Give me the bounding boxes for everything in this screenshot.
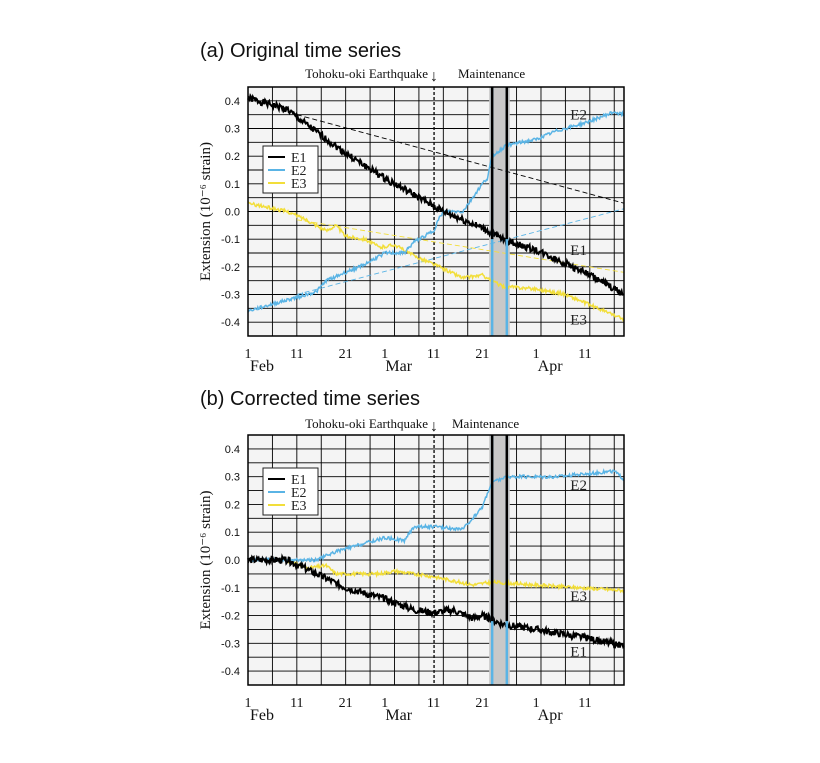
series-label-e2: E2 (570, 108, 587, 124)
y-tick-label: 0.2 (225, 151, 240, 163)
x-tick-label: 21 (339, 347, 353, 362)
y-tick-label: 0.1 (225, 179, 240, 191)
chart-panel-a: E3E2E10.40.30.20.10.0-0.1-0.2-0.3-0.41Fe… (198, 40, 625, 375)
x-month-label: Mar (385, 358, 412, 375)
series-label-e3: E3 (570, 312, 587, 328)
x-month-label: Feb (250, 358, 274, 375)
x-tick-label: 1 (381, 696, 388, 711)
y-tick-label: 0.3 (225, 124, 240, 136)
x-tick-label: 1 (245, 696, 252, 711)
y-tick-label: 0.4 (225, 96, 240, 108)
series-line-e3 (247, 201, 625, 323)
series-line-e2 (247, 110, 625, 313)
series-line-e3 (287, 559, 625, 594)
legend-label-e3: E3 (291, 177, 307, 192)
legend-label-e2: E2 (291, 486, 307, 501)
legend-label-e3: E3 (291, 499, 307, 514)
x-tick-label: 1 (245, 347, 252, 362)
x-tick-label: 1 (381, 347, 388, 362)
x-tick-label: 11 (578, 347, 591, 362)
x-tick-label: 21 (475, 347, 489, 362)
y-tick-label: -0.3 (221, 290, 240, 302)
x-tick-label: 11 (427, 347, 440, 362)
series-label-e3: E3 (570, 589, 587, 605)
x-tick-label: 11 (427, 696, 440, 711)
trend-line-e2 (296, 208, 625, 295)
y-axis-label: Extension (10⁻⁶ strain) (198, 142, 214, 281)
earthquake-label: Tohoku-oki Earthquake (305, 416, 428, 431)
x-tick-label: 11 (578, 696, 591, 711)
maintenance-label: Maintenance (452, 416, 519, 431)
x-month-label: Mar (385, 707, 412, 724)
chart-title: (b) Corrected time series (200, 388, 420, 410)
series-label-e1: E1 (570, 243, 587, 259)
down-arrow-icon: ↓ (430, 418, 438, 435)
y-tick-label: 0.0 (225, 555, 240, 567)
x-tick-label: 21 (475, 696, 489, 711)
maintenance-label: Maintenance (458, 66, 525, 81)
series-line-e2 (247, 468, 625, 564)
plot-frame (247, 434, 625, 686)
x-tick-label: 11 (290, 347, 303, 362)
legend-label-e1: E1 (291, 473, 307, 488)
y-tick-label: 0.4 (225, 444, 240, 456)
y-tick-label: 0.2 (225, 499, 240, 511)
x-month-label: Apr (538, 358, 564, 375)
maintenance-band (489, 87, 510, 336)
x-tick-label: 21 (339, 696, 353, 711)
series-line-e1 (247, 553, 625, 649)
trend-line-e1 (296, 114, 625, 204)
y-tick-label: -0.2 (221, 611, 240, 623)
x-tick-label: 11 (290, 696, 303, 711)
y-tick-label: -0.2 (221, 262, 240, 274)
y-tick-label: 0.1 (225, 527, 240, 539)
legend-label-e2: E2 (291, 164, 307, 179)
y-tick-label: -0.1 (221, 234, 240, 246)
chart-panel-b: E3E2E10.40.30.20.10.0-0.1-0.2-0.3-0.41Fe… (198, 388, 625, 724)
earthquake-label: Tohoku-oki Earthquake (305, 66, 428, 81)
x-month-label: Apr (538, 707, 564, 724)
y-tick-label: -0.3 (221, 638, 240, 650)
y-tick-label: -0.1 (221, 583, 240, 595)
x-month-label: Feb (250, 707, 274, 724)
series-label-e2: E2 (570, 478, 587, 494)
series-line-e1 (247, 92, 625, 296)
y-axis-label: Extension (10⁻⁶ strain) (198, 491, 214, 630)
y-tick-label: -0.4 (221, 317, 240, 329)
y-tick-label: 0.3 (225, 472, 240, 484)
chart-title: (a) Original time series (200, 40, 401, 62)
plot-frame (247, 86, 625, 337)
y-tick-label: -0.4 (221, 666, 240, 678)
x-tick-label: 1 (533, 696, 540, 711)
x-tick-label: 1 (533, 347, 540, 362)
y-tick-label: 0.0 (225, 207, 240, 219)
legend-label-e1: E1 (291, 151, 307, 166)
series-label-e1: E1 (570, 645, 587, 661)
down-arrow-icon: ↓ (430, 68, 438, 85)
